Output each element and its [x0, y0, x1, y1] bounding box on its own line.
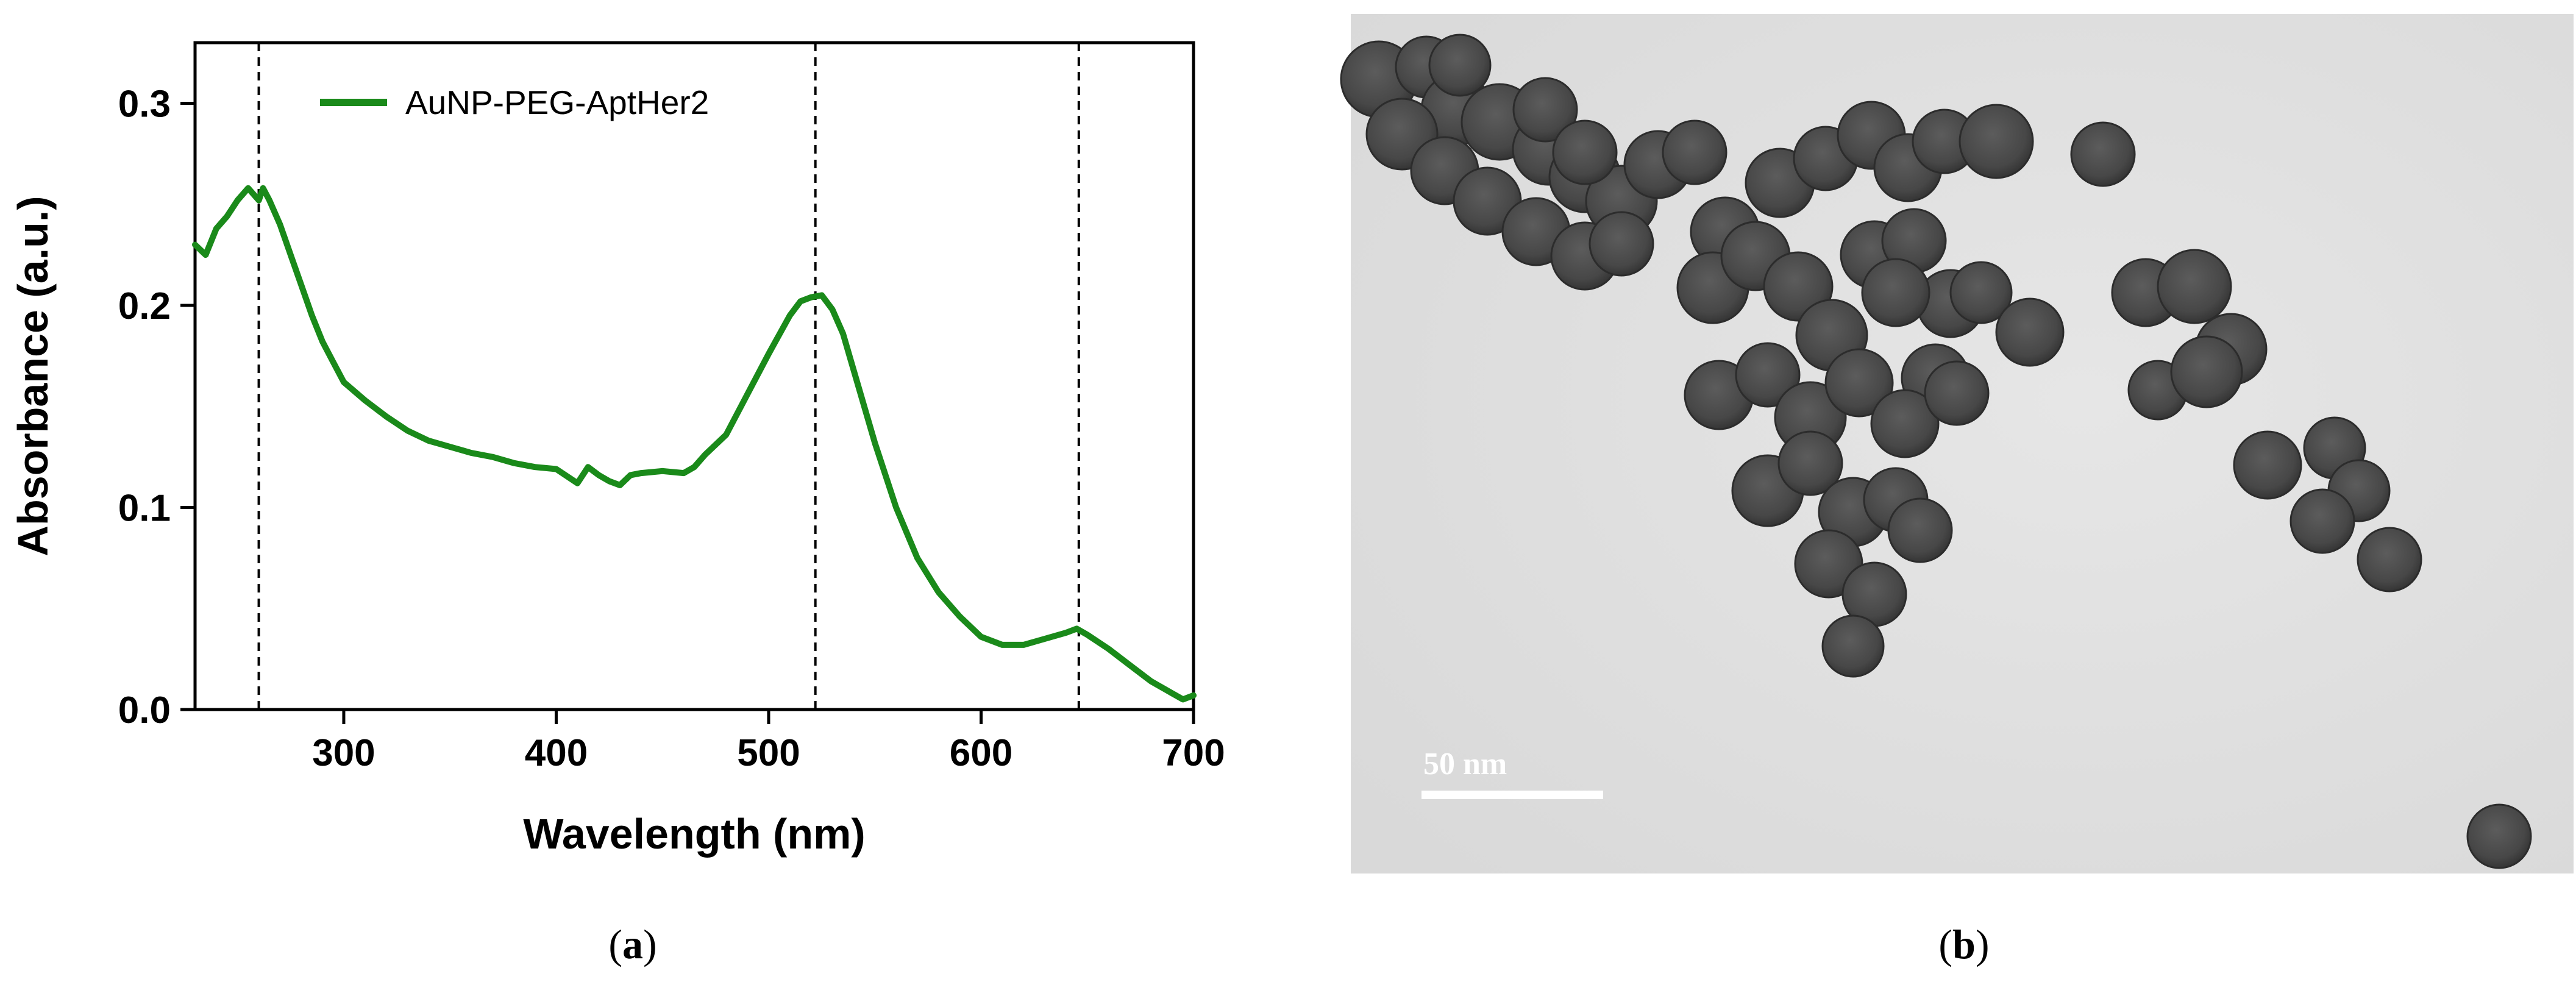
nanoparticle [2170, 335, 2243, 408]
x-tick-label: 400 [525, 732, 588, 774]
nanoparticle [1552, 119, 1618, 185]
nanoparticle [1949, 261, 2013, 324]
nanoparticle [1589, 211, 1654, 277]
nanoparticle [2070, 121, 2136, 187]
legend: AuNP-PEG-AptHer2 [320, 84, 709, 121]
panel-label-a: (a) [608, 921, 656, 967]
nanoparticle [1777, 430, 1843, 496]
x-tick-label: 600 [950, 732, 1012, 774]
scale-bar-line [1421, 791, 1603, 799]
nanoparticle [1870, 389, 1940, 458]
scale-bar: 50 nm [1421, 747, 1603, 799]
legend-label: AuNP-PEG-AptHer2 [405, 84, 709, 121]
y-axis-title: Absorbance (a.u.) [9, 196, 57, 556]
nanoparticle [1887, 497, 1953, 563]
y-tick-label: 0.0 [118, 689, 171, 731]
nanoparticle [1995, 297, 2065, 367]
plot-frame [193, 41, 1195, 711]
nanoparticle [1512, 77, 1578, 143]
series-layer [192, 185, 1197, 703]
nanoparticle [2357, 527, 2422, 592]
nanoparticle [2157, 249, 2232, 324]
nanoparticle [2466, 803, 2532, 869]
y-axis-ticks: 0.0 0.1 0.2 0.3 [118, 83, 195, 731]
tem-micrograph: 50 nm (b) [1340, 14, 2574, 967]
nanoparticle [1959, 104, 2034, 179]
nanoparticle [1428, 34, 1492, 97]
nanoparticle [1821, 614, 1885, 678]
nanoparticle [1824, 348, 1894, 418]
absorbance-chart: 300 400 500 600 700 0.0 0.1 0.2 0.3 Wavelength … [9, 41, 1225, 967]
panel-label-b: (b) [1938, 921, 1989, 967]
x-axis-ticks: 300 400 500 600 700 [312, 710, 1225, 774]
nanoparticle [1662, 119, 1727, 185]
x-tick-label: 300 [312, 732, 375, 774]
series-line-absorbance [192, 185, 1197, 703]
y-tick-label: 0.3 [118, 83, 171, 125]
scale-bar-label: 50 nm [1423, 747, 1507, 781]
nanoparticle [2233, 430, 2302, 500]
x-tick-label: 500 [737, 732, 800, 774]
nanoparticle [2290, 488, 2355, 554]
nanoparticle-cluster [1340, 34, 2532, 869]
nanoparticle [1735, 342, 1801, 408]
y-tick-label: 0.2 [118, 285, 171, 327]
nanoparticle [1861, 258, 1930, 327]
y-tick-label: 0.1 [118, 487, 171, 529]
x-tick-label: 700 [1162, 732, 1225, 774]
nanoparticle [1924, 360, 1990, 426]
x-axis-title: Wavelength (nm) [523, 810, 865, 858]
